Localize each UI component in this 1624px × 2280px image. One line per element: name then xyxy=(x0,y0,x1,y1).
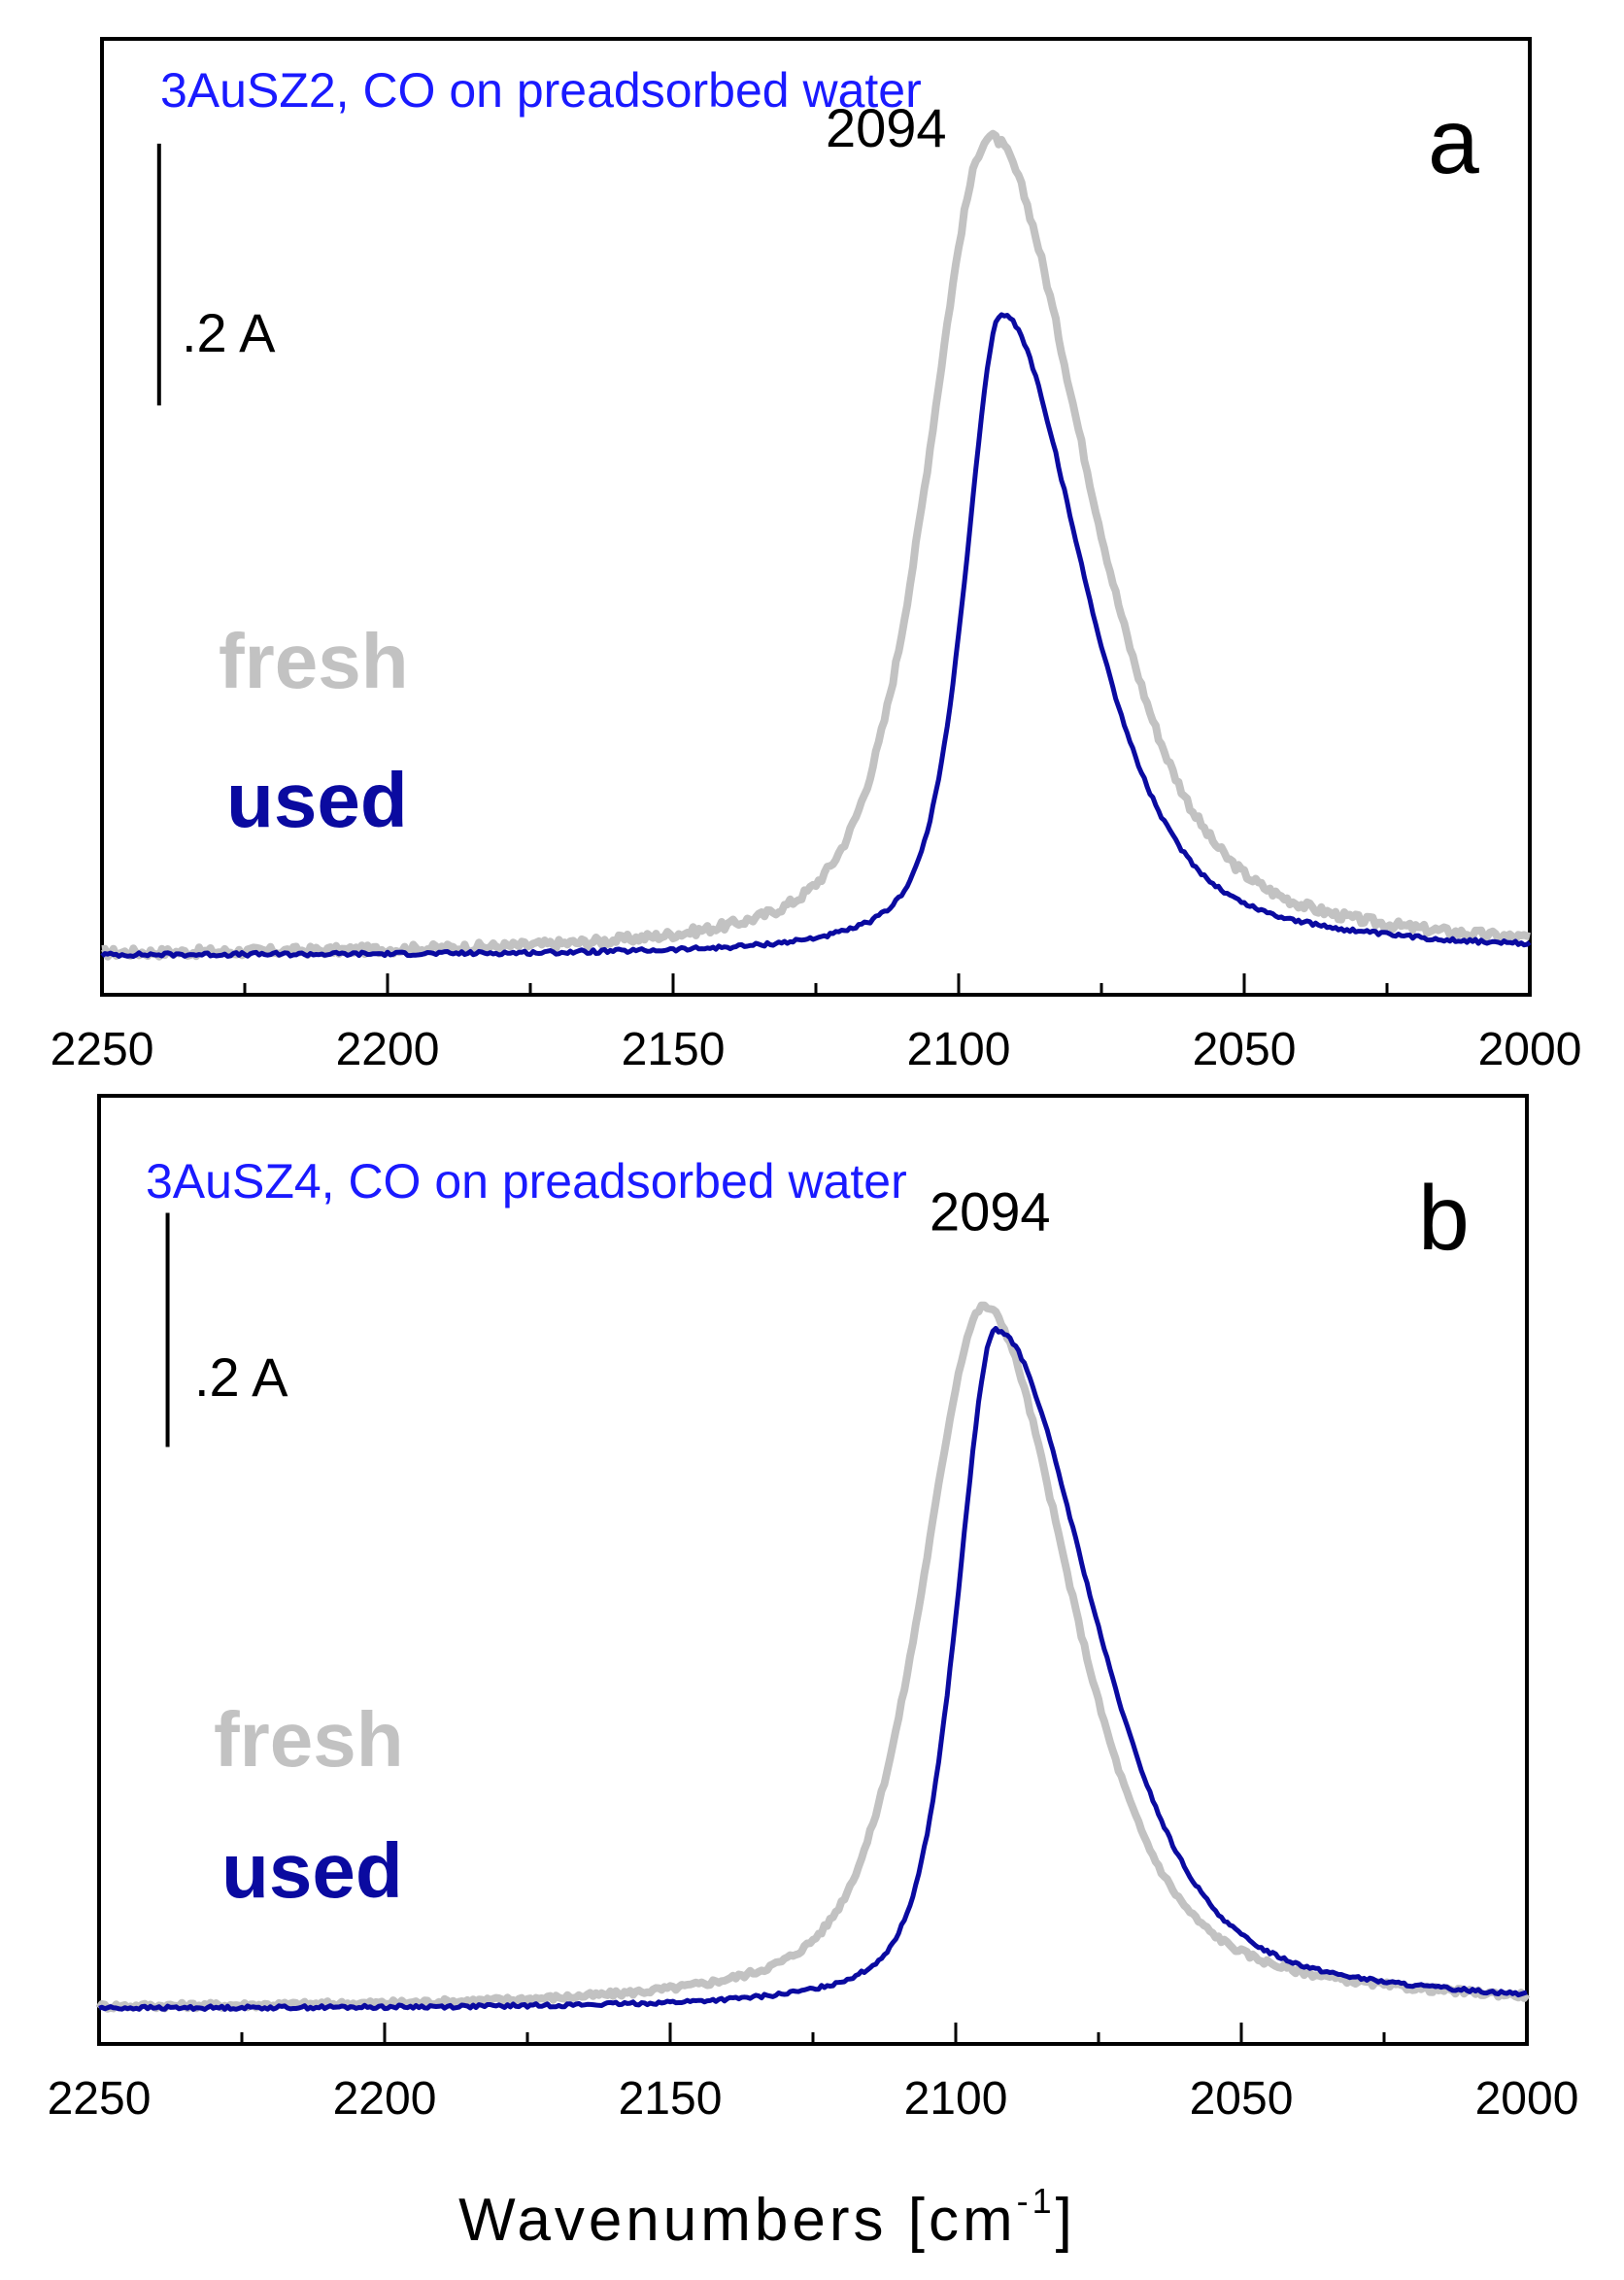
legend-used: used xyxy=(226,757,408,843)
scale-bar-label: .2 A xyxy=(194,1346,288,1408)
panel-a: 3AuSZ2, CO on preadsorbed water a 2094 .2 A… xyxy=(51,37,1582,1075)
x-axis-label-sup: -1 xyxy=(1017,2181,1056,2221)
legend-used: used xyxy=(221,1827,403,1914)
panel-letter: b xyxy=(1418,1167,1470,1270)
panel-b: 3AuSZ4, CO on preadsorbed water b 2094 .2 A… xyxy=(48,1094,1579,2125)
x-tick-label: 2100 xyxy=(907,1024,1011,1075)
panel-title: 3AuSZ2, CO on preadsorbed water xyxy=(160,63,922,118)
peak-label: 2094 xyxy=(930,1180,1051,1242)
x-axis-label-main: Wavenumbers [cm xyxy=(458,2187,1017,2254)
series-line-used xyxy=(98,1325,1528,2012)
x-tick-label: 2250 xyxy=(51,1024,154,1075)
x-tick-label: 2000 xyxy=(1478,1024,1582,1075)
x-tick-label: 2050 xyxy=(1190,2073,1294,2125)
x-tick-label: 2000 xyxy=(1475,2073,1579,2125)
x-tick-label: 2200 xyxy=(336,1024,440,1075)
scale-bar-label: .2 A xyxy=(182,302,276,363)
x-tick-label: 2250 xyxy=(48,2073,152,2125)
legend-fresh: fresh xyxy=(214,1696,404,1783)
x-tick-label: 2200 xyxy=(333,2073,437,2125)
panel-letter: a xyxy=(1428,90,1479,193)
plot-frame xyxy=(100,37,1532,997)
peak-label: 2094 xyxy=(826,97,947,158)
panel-title: 3AuSZ4, CO on preadsorbed water xyxy=(146,1154,907,1208)
x-tick-label: 2100 xyxy=(904,2073,1008,2125)
x-tick-label: 2150 xyxy=(619,2073,723,2125)
x-tick-label: 2150 xyxy=(622,1024,726,1075)
x-axis-label: Wavenumbers [cm-1] xyxy=(458,2181,1076,2254)
series-line-used xyxy=(100,312,1532,959)
legend-fresh: fresh xyxy=(219,618,409,704)
x-axis-label-close: ] xyxy=(1056,2187,1076,2254)
x-tick-label: 2050 xyxy=(1193,1024,1297,1075)
